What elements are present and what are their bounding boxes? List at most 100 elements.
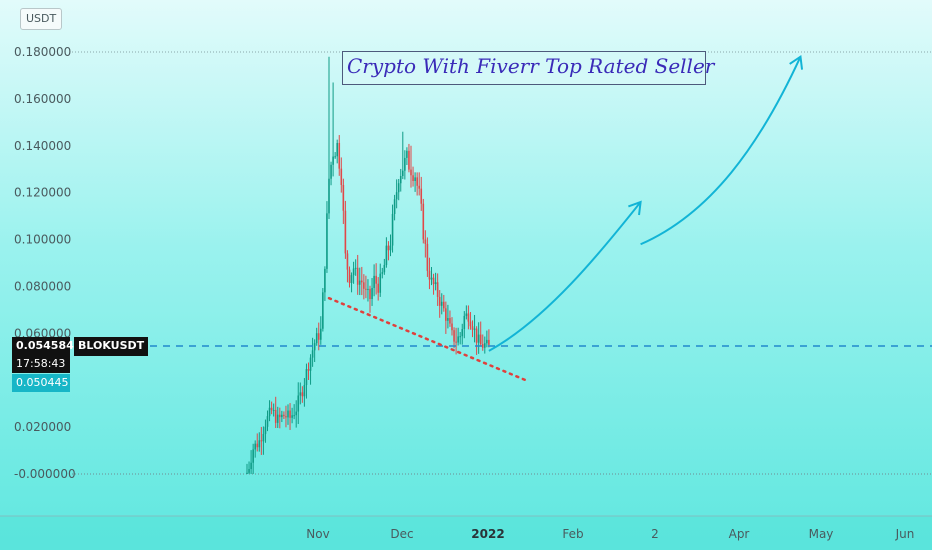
y-tick-label: 0.100000 bbox=[14, 233, 71, 247]
candle-body bbox=[293, 415, 295, 417]
candle-body bbox=[326, 213, 328, 269]
candle-body bbox=[408, 150, 410, 170]
candle-body bbox=[399, 176, 402, 184]
candle-body bbox=[309, 357, 312, 371]
candle-body bbox=[281, 414, 283, 418]
candle-body bbox=[375, 275, 377, 284]
x-tick-label: Apr bbox=[729, 527, 750, 541]
candle-body bbox=[260, 440, 263, 442]
candle-body bbox=[420, 188, 423, 204]
candle-body bbox=[451, 323, 453, 331]
candle-body bbox=[426, 243, 429, 271]
candle-body bbox=[412, 175, 414, 181]
symbol-label: BLOKUSDT bbox=[74, 337, 149, 356]
projection-arrow-head bbox=[628, 200, 642, 216]
candle-body bbox=[488, 339, 490, 345]
candle-body bbox=[424, 239, 427, 244]
candle-body bbox=[373, 275, 375, 289]
x-tick-label: 2 bbox=[651, 527, 659, 541]
candle-body bbox=[322, 292, 324, 329]
candle-body bbox=[279, 414, 281, 418]
candle-body bbox=[340, 168, 343, 185]
candle-body bbox=[436, 282, 439, 297]
candle-body bbox=[268, 407, 271, 417]
candle-body bbox=[361, 280, 363, 283]
candle-body bbox=[379, 273, 382, 293]
candle-body bbox=[270, 407, 273, 411]
candle-body bbox=[266, 416, 269, 427]
projection-arrow-head bbox=[789, 54, 804, 70]
candle-body bbox=[463, 315, 466, 329]
candle-body bbox=[246, 472, 248, 474]
candle-body bbox=[350, 275, 353, 283]
x-tick-label: Dec bbox=[390, 527, 413, 541]
period-low-tag: 0.050445 bbox=[12, 374, 70, 392]
candle-body bbox=[484, 343, 486, 348]
candle-body bbox=[346, 253, 349, 270]
x-tick-label: 2022 bbox=[471, 527, 504, 541]
candle-body bbox=[305, 369, 308, 386]
candle-body bbox=[299, 392, 302, 396]
current-price-tag: 0.054584 17:58:43 bbox=[12, 337, 74, 373]
candle-body bbox=[356, 267, 359, 285]
candle-body bbox=[328, 178, 330, 214]
candle-body bbox=[332, 156, 334, 165]
candle-body bbox=[393, 199, 396, 214]
candle-body bbox=[406, 150, 408, 158]
currency-unit-label[interactable]: USDT bbox=[20, 8, 63, 30]
candle-body bbox=[358, 280, 361, 285]
candle-body bbox=[344, 210, 347, 254]
candle-body bbox=[291, 415, 293, 418]
x-tick-label: Feb bbox=[562, 527, 583, 541]
y-tick-label: 0.140000 bbox=[14, 139, 71, 153]
candle-body bbox=[313, 343, 316, 351]
candle-body bbox=[434, 282, 437, 285]
annotation-title: Crypto With Fiverr Top Rated Seller bbox=[347, 54, 715, 78]
candle-body bbox=[395, 192, 398, 200]
candle-body bbox=[428, 270, 431, 280]
candle-body bbox=[404, 157, 406, 171]
candle-body bbox=[307, 369, 310, 371]
candle-body bbox=[469, 321, 472, 327]
candle-body bbox=[473, 328, 476, 330]
candle-body bbox=[381, 272, 384, 274]
x-tick-label: Nov bbox=[306, 527, 329, 541]
projection-arrow-curve bbox=[488, 201, 642, 352]
candle-body bbox=[449, 318, 451, 324]
candle-body bbox=[338, 142, 341, 169]
candle-body bbox=[342, 184, 345, 211]
candle-body bbox=[486, 339, 488, 344]
annotation-title-box: Crypto With Fiverr Top Rated Seller bbox=[342, 51, 714, 85]
candle-body bbox=[471, 326, 474, 330]
candle-body bbox=[479, 334, 482, 345]
candle-body bbox=[385, 245, 388, 265]
candle-body bbox=[387, 245, 390, 251]
candle-body bbox=[285, 416, 287, 418]
candle-body bbox=[371, 288, 373, 300]
candle-body bbox=[481, 344, 484, 348]
candle-body bbox=[459, 336, 461, 338]
candle-body bbox=[443, 301, 445, 309]
y-tick-label: 0.180000 bbox=[14, 45, 71, 59]
candle-body bbox=[287, 410, 289, 418]
candle-body bbox=[457, 336, 459, 343]
candle-body bbox=[330, 164, 332, 179]
candle-body bbox=[465, 313, 468, 316]
candle-body bbox=[383, 264, 386, 273]
candle-body bbox=[315, 333, 318, 344]
candle-body bbox=[430, 277, 433, 280]
candle-body bbox=[461, 328, 464, 337]
candle-body bbox=[418, 185, 420, 189]
candle-body bbox=[422, 203, 425, 240]
candle-body bbox=[352, 268, 355, 276]
candle-body bbox=[348, 269, 351, 283]
candle-body bbox=[440, 301, 443, 306]
candle-body bbox=[402, 170, 404, 177]
candle-body bbox=[297, 395, 300, 412]
candle-body bbox=[272, 409, 275, 411]
x-tick-label: May bbox=[809, 527, 834, 541]
y-tick-label: 0.060000 bbox=[14, 326, 71, 340]
candle-body bbox=[311, 350, 314, 358]
